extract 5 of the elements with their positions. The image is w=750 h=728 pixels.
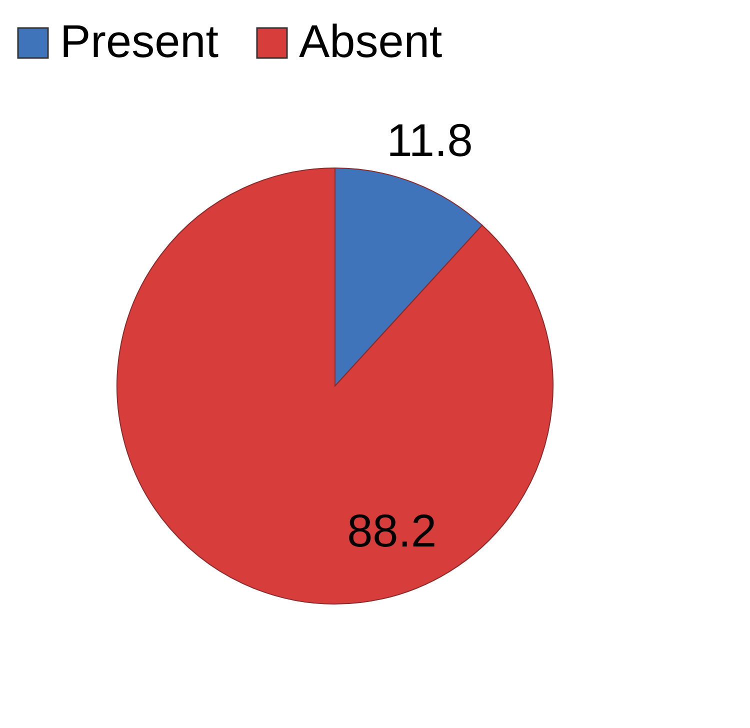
data-label: 11.8 (386, 114, 473, 166)
pie-slice (116, 168, 554, 604)
legend-label: Present (60, 15, 219, 67)
data-label: 88.2 (347, 504, 437, 556)
legend-label: Absent (299, 15, 442, 67)
